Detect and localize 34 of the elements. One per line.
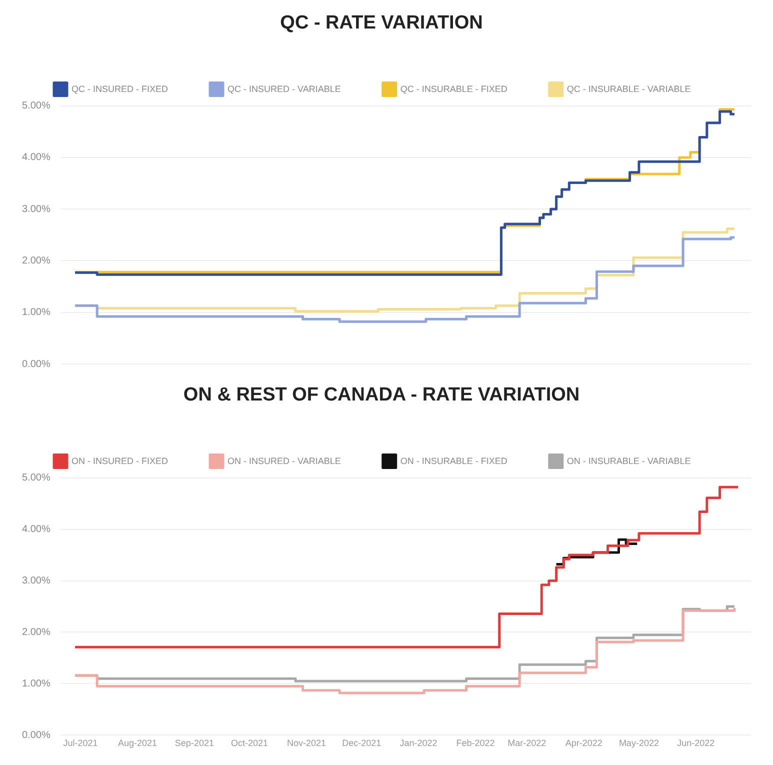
- legend-label: QC - INSURABLE - VARIABLE: [566, 84, 691, 94]
- legend-label: ON - INSURABLE - FIXED: [400, 456, 508, 466]
- x-tick-label: Aug-2021: [118, 738, 158, 748]
- y-tick-label: 2.00%: [22, 626, 50, 638]
- y-tick-label: 1.00%: [22, 678, 50, 690]
- y-tick-label: 5.00%: [22, 100, 50, 112]
- legend-label: QC - INSURABLE - FIXED: [400, 84, 508, 94]
- y-tick-label: 4.00%: [22, 152, 50, 164]
- x-tick-label: Jun-2022: [677, 738, 715, 748]
- y-tick-label: 0.00%: [22, 358, 50, 370]
- x-tick-label: Sep-2021: [174, 738, 214, 748]
- legend-label: ON - INSURABLE - VARIABLE: [566, 456, 691, 466]
- legend-label: QC - INSURED - VARIABLE: [228, 84, 341, 94]
- legend-label: ON - INSURED - FIXED: [72, 456, 169, 466]
- x-tick-label: May-2022: [618, 738, 659, 748]
- y-tick-label: 3.00%: [22, 576, 50, 587]
- x-tick-label: Jan-2022: [400, 738, 438, 748]
- y-tick-label: 4.00%: [22, 524, 50, 536]
- legend-label: QC - INSURED - FIXED: [72, 84, 169, 94]
- y-tick-label: 0.00%: [22, 730, 50, 741]
- x-tick-label: Jul-2021: [63, 738, 98, 748]
- x-tick-label: Apr-2022: [565, 738, 602, 748]
- y-tick-label: 5.00%: [22, 472, 50, 484]
- legend-label: ON - INSURED - VARIABLE: [228, 456, 341, 466]
- chart-title: QC - RATE VARIATION: [280, 12, 483, 34]
- y-tick-label: 2.00%: [22, 255, 50, 266]
- y-tick-label: 1.00%: [22, 307, 50, 318]
- x-tick-label: Nov-2021: [286, 738, 326, 748]
- y-tick-label: 3.00%: [22, 204, 50, 215]
- x-tick-label: Mar-2022: [508, 738, 546, 748]
- chart-title: ON & REST OF CANADA - RATE VARIATION: [183, 384, 580, 406]
- x-tick-label: Feb-2022: [456, 738, 495, 748]
- x-tick-label: Oct-2021: [231, 738, 268, 748]
- x-tick-label: Dec-2021: [342, 738, 382, 748]
